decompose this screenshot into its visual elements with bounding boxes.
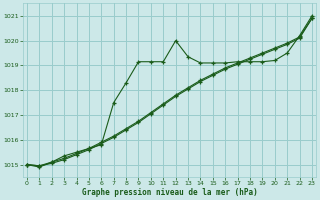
X-axis label: Graphe pression niveau de la mer (hPa): Graphe pression niveau de la mer (hPa) (82, 188, 257, 197)
